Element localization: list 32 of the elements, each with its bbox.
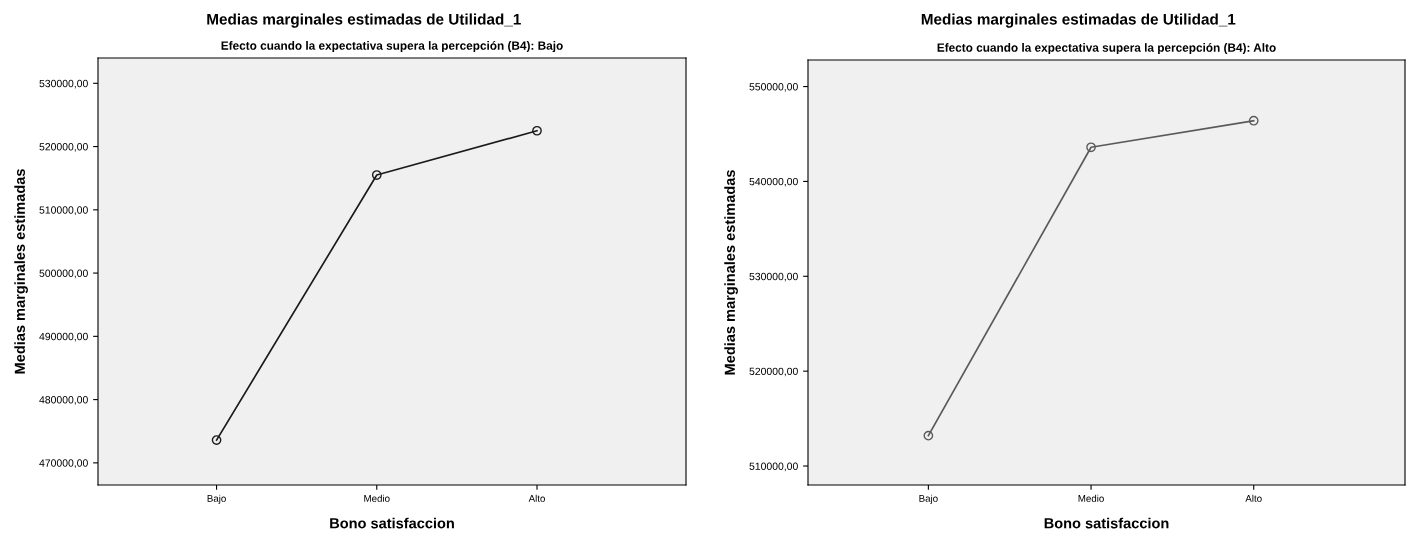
y-tick-label: 510000,00 [749,462,798,472]
x-tick-label: Medio [364,494,390,502]
y-axis-title: Medias marginales estimadas [14,169,28,374]
y-tick-label: 470000,00 [39,459,88,468]
chart-title: Medias marginales estimadas de Utilidad_1 [921,13,1236,28]
x-tick-label: Medio [1078,494,1104,502]
y-tick-label: 520000,00 [39,143,88,152]
x-tick-label: Alto [528,494,545,502]
x-axis-title: Bono satisfaccion [1044,517,1169,529]
y-tick-label: 490000,00 [39,332,88,342]
point [1248,115,1259,126]
point [1086,142,1096,153]
y-tick-label: 480000,00 [39,396,88,405]
chart-subtitle: Efecto cuando la expectativa supera la percepción (B4): Alto [937,43,1276,55]
point [211,435,222,445]
point [532,125,542,136]
y-tick-label: 550000,00 [749,83,798,92]
y-tick-label: 530000,00 [749,272,798,282]
y-axis-title: Medias marginales estimadas [724,170,738,375]
point [371,170,382,180]
y-tick-label: 540000,00 [749,177,798,187]
y-tick-label: 510000,00 [39,206,88,215]
y-tick-label: 500000,00 [39,269,88,279]
x-tick-label: Bajo [207,494,226,504]
chart-title: Medias marginales estimadas de Utilidad_1 [207,13,521,28]
y-tick-label: 530000,00 [39,79,88,89]
x-axis-title: Bono satisfaccion [330,517,454,529]
chart-subtitle: Efecto cuando la expectativa supera la percepción (B4): Bajo [221,41,563,53]
y-tick-label: 520000,00 [749,367,798,377]
x-tick-label: Bajo [919,494,938,504]
point [923,430,934,441]
x-tick-label: Alto [1245,494,1262,502]
